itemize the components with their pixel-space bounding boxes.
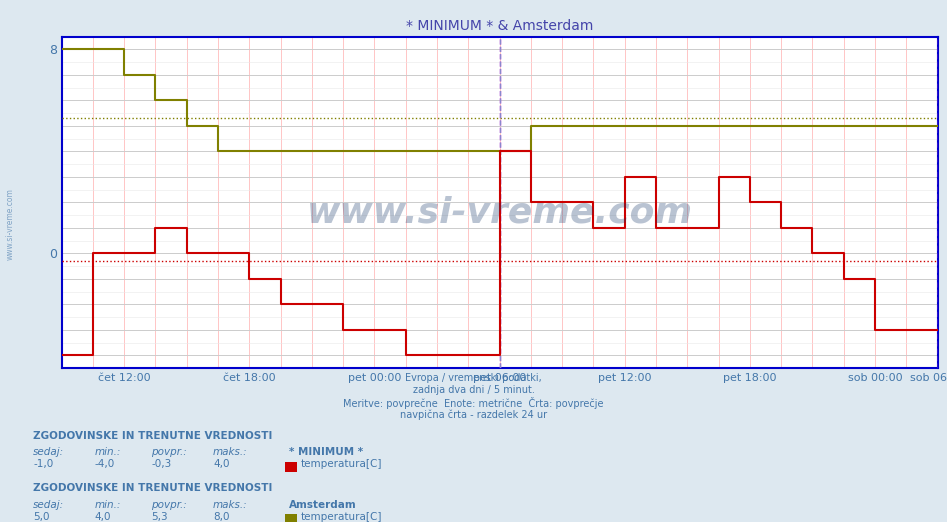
Title: * MINIMUM * & Amsterdam: * MINIMUM * & Amsterdam: [406, 19, 593, 32]
Text: Evropa / vremenski podatki,: Evropa / vremenski podatki,: [405, 373, 542, 383]
Text: Amsterdam: Amsterdam: [289, 500, 357, 509]
Text: 5,3: 5,3: [152, 512, 169, 521]
Text: ZGODOVINSKE IN TRENUTNE VREDNOSTI: ZGODOVINSKE IN TRENUTNE VREDNOSTI: [33, 431, 273, 441]
Text: temperatura[C]: temperatura[C]: [300, 459, 382, 469]
Text: 4,0: 4,0: [213, 459, 229, 469]
Text: www.si-vreme.com: www.si-vreme.com: [6, 188, 15, 260]
Text: min.:: min.:: [95, 500, 121, 509]
Text: ZGODOVINSKE IN TRENUTNE VREDNOSTI: ZGODOVINSKE IN TRENUTNE VREDNOSTI: [33, 483, 273, 493]
Text: maks.:: maks.:: [213, 447, 248, 457]
Text: povpr.:: povpr.:: [152, 447, 188, 457]
Text: sedaj:: sedaj:: [33, 500, 64, 509]
Text: maks.:: maks.:: [213, 500, 248, 509]
Text: * MINIMUM *: * MINIMUM *: [289, 447, 363, 457]
Text: -1,0: -1,0: [33, 459, 53, 469]
Text: Meritve: povprečne  Enote: metrične  Črta: povprečje: Meritve: povprečne Enote: metrične Črta:…: [343, 397, 604, 409]
Text: navpična črta - razdelek 24 ur: navpična črta - razdelek 24 ur: [400, 409, 547, 420]
Text: min.:: min.:: [95, 447, 121, 457]
Text: -0,3: -0,3: [152, 459, 171, 469]
Text: www.si-vreme.com: www.si-vreme.com: [307, 195, 692, 229]
Text: 4,0: 4,0: [95, 512, 111, 521]
Text: -4,0: -4,0: [95, 459, 115, 469]
Text: 5,0: 5,0: [33, 512, 49, 521]
Text: zadnja dva dni / 5 minut.: zadnja dva dni / 5 minut.: [413, 385, 534, 395]
Text: temperatura[C]: temperatura[C]: [300, 512, 382, 521]
Text: povpr.:: povpr.:: [152, 500, 188, 509]
Text: sedaj:: sedaj:: [33, 447, 64, 457]
Text: 8,0: 8,0: [213, 512, 229, 521]
